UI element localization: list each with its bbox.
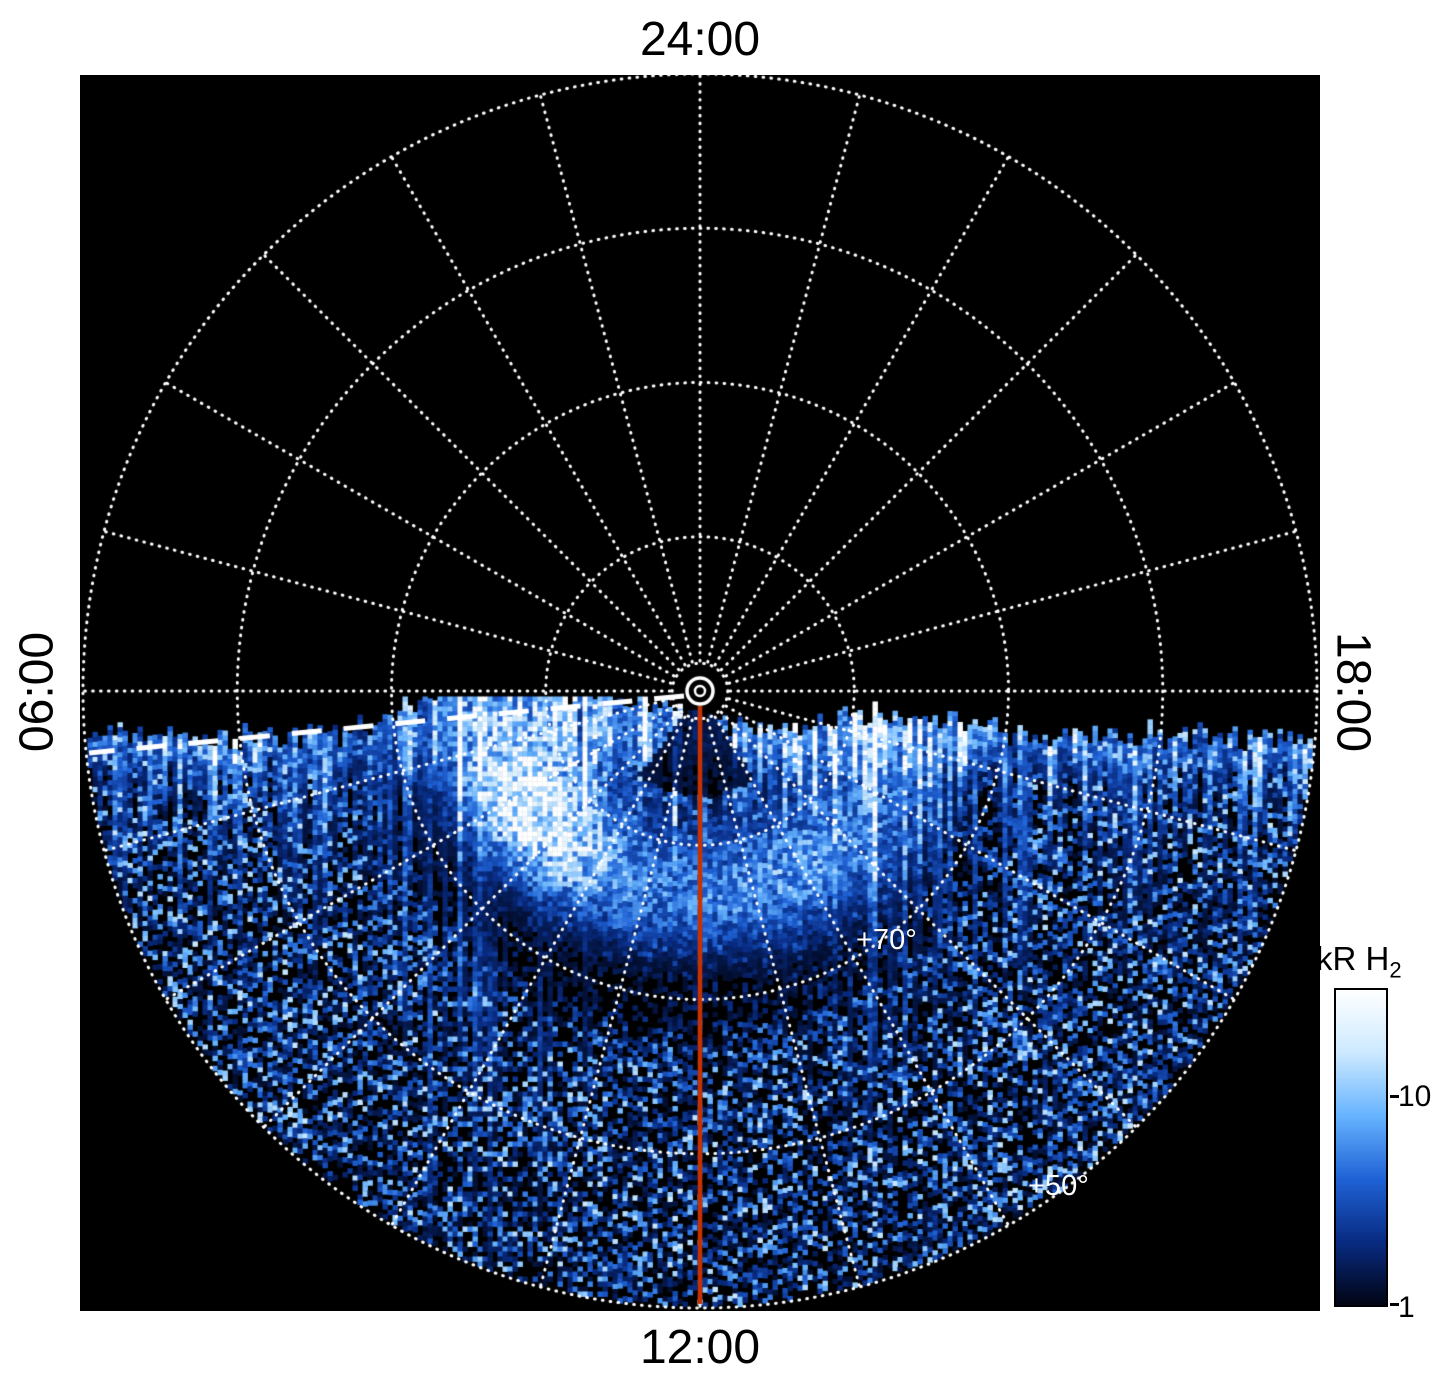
- colorbar-title-subscript: 2: [1389, 957, 1402, 983]
- colorbar-tick-label: 10: [1398, 1080, 1432, 1114]
- colorbar-title-text: kR H: [1316, 940, 1390, 977]
- colorbar-tickmark: [1390, 1095, 1399, 1099]
- colorbar-tickmark: [1390, 1303, 1399, 1306]
- latitude-label-50: +50°: [1028, 1170, 1089, 1202]
- colorbar-tick-label: 1: [1398, 1291, 1415, 1324]
- latitude-label-70: +70°: [856, 924, 917, 956]
- local-time-label-1200: 12:00: [639, 1321, 761, 1374]
- colorbar: [1334, 988, 1399, 1307]
- colorbar-title: kR H2: [1316, 940, 1402, 984]
- local-time-label-1800: 18:00: [1326, 631, 1380, 753]
- local-time-label-0600: 06:00: [10, 631, 64, 753]
- polar-plot-canvas: [80, 75, 1320, 1311]
- local-time-label-2400: 24:00: [639, 13, 761, 66]
